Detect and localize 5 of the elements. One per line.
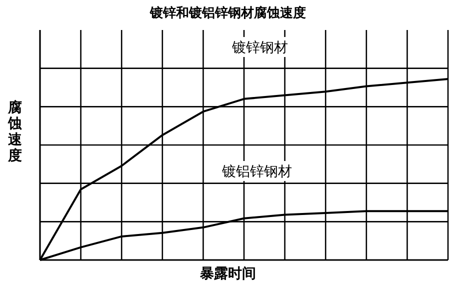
x-axis-title: 暴露时间	[199, 266, 256, 282]
chart-title: 镀锌和镀铝锌钢材腐蚀速度	[149, 5, 306, 21]
text: 镀铝锌钢材	[221, 164, 292, 180]
y-axis-title: 腐蚀速度	[7, 99, 23, 164]
text: 镀锌钢材	[231, 40, 288, 56]
